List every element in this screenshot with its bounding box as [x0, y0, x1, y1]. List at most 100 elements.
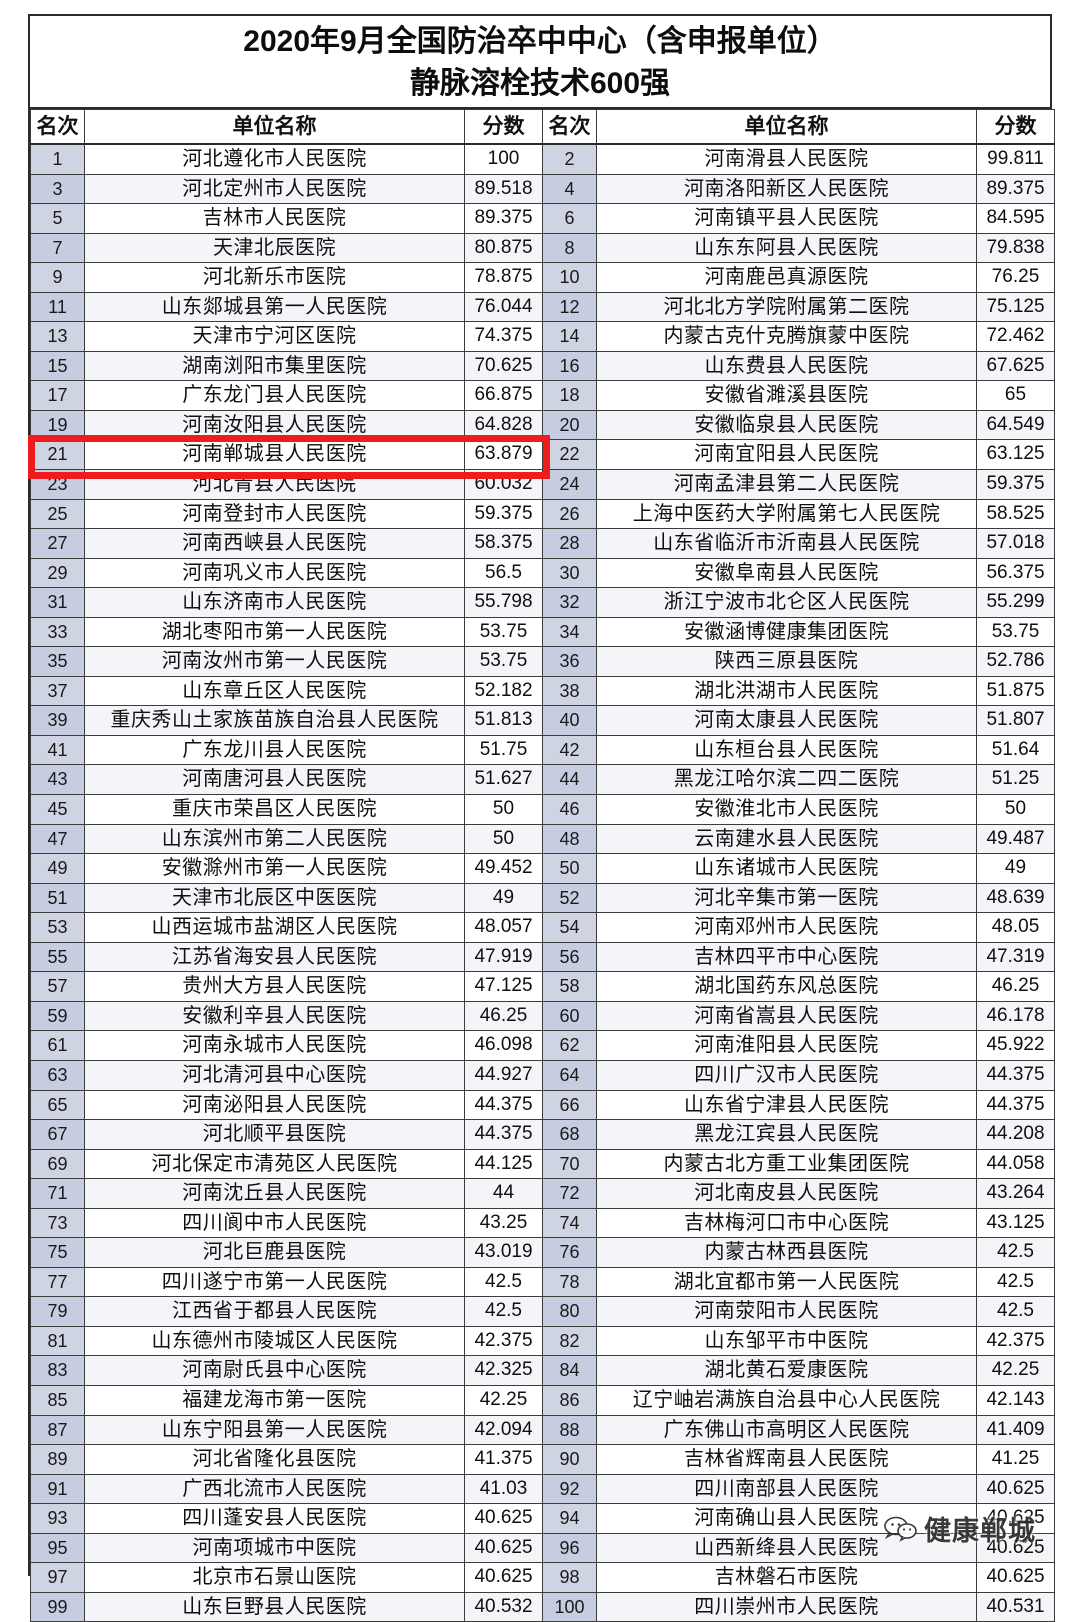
- row-score-right: 40.625: [976, 1562, 1055, 1593]
- row-rank-right: 96: [542, 1532, 597, 1564]
- table-row: 35 河南汝州市第一人民医院 53.75 36 陕西三原县医院 52.786: [30, 646, 1055, 677]
- row-score-right: 47.319: [976, 941, 1055, 973]
- row-name-right: 河南镇平县人民医院: [596, 203, 977, 234]
- row-name-right: 内蒙古林西县医院: [596, 1237, 977, 1268]
- row-rank-left: 47: [30, 823, 85, 855]
- row-name-left: 江苏省海安县人民医院: [84, 941, 465, 973]
- row-rank-left: 5: [30, 203, 85, 234]
- row-name-left: 河南唐河县人民医院: [84, 764, 465, 796]
- row-rank-left: 3: [30, 173, 85, 205]
- row-score-right: 49: [976, 853, 1055, 884]
- row-name-left: 河北清河县中心医院: [84, 1059, 465, 1091]
- row-rank-left: 9: [30, 262, 85, 293]
- row-rank-right: 88: [542, 1414, 597, 1446]
- row-score-left: 49.452: [464, 853, 543, 884]
- row-score-left: 70.625: [464, 350, 543, 382]
- row-rank-left: 1: [30, 143, 85, 175]
- row-score-right: 53.75: [976, 616, 1055, 648]
- title-line-2: 静脉溶栓技术600强: [409, 66, 671, 100]
- ranking-sheet: 2020年9月全国防治卒中中心（含申报单位） 静脉溶栓技术600强 名次 单位名…: [27, 14, 1055, 1622]
- row-name-right: 云南建水县人民医院: [596, 823, 977, 855]
- table-header: 名次 单位名称 分数 名次 单位名称 分数: [30, 109, 1055, 145]
- row-rank-left: 61: [30, 1030, 85, 1061]
- row-name-left: 湖南浏阳市集里医院: [84, 350, 465, 382]
- row-score-left: 53.75: [464, 616, 543, 648]
- row-rank-left: 89: [30, 1444, 85, 1475]
- row-score-left: 44.927: [464, 1059, 543, 1091]
- row-rank-left: 27: [30, 528, 85, 559]
- table-row: 23 河北青县人民医院 60.032 24 河南孟津县第二人民医院 59.375: [30, 469, 1055, 500]
- row-name-left: 河北遵化市人民医院: [84, 143, 465, 175]
- row-rank-left: 37: [30, 675, 85, 707]
- table-row: 49 安徽滁州市第一人民医院 49.452 50 山东诸城市人民医院 49: [30, 853, 1055, 884]
- row-score-left: 44: [464, 1178, 543, 1209]
- table-row: 89 河北省隆化县医院 41.375 90 吉林省辉南县人民医院 41.25: [30, 1444, 1055, 1475]
- row-name-right: 湖北国药东风总医院: [596, 971, 977, 1002]
- row-rank-right: 94: [542, 1503, 597, 1534]
- row-name-right: 安徽淮北市人民医院: [596, 794, 977, 825]
- table-row: 99 山东巨野县人民医院 40.532 100 四川崇州市人民医院 40.531: [30, 1591, 1055, 1622]
- row-name-left: 河北新乐市医院: [84, 262, 465, 293]
- table-row: 51 天津市北辰区中医医院 49 52 河北辛集市第一医院 48.639: [30, 882, 1055, 914]
- row-score-right: 43.125: [976, 1207, 1055, 1239]
- row-score-right: 99.811: [976, 143, 1055, 175]
- row-name-right: 河南荥阳市人民医院: [596, 1296, 977, 1327]
- row-name-left: 河北定州市人民医院: [84, 173, 465, 205]
- row-rank-right: 38: [542, 675, 597, 707]
- row-rank-left: 63: [30, 1059, 85, 1091]
- row-name-right: 河南邓州市人民医院: [596, 912, 977, 943]
- row-name-left: 山东郯城县第一人民医院: [84, 291, 465, 323]
- row-name-right: 河北北方学院附属第二医院: [596, 291, 977, 323]
- row-score-left: 60.032: [464, 469, 543, 500]
- row-name-left: 福建龙海市第一医院: [84, 1384, 465, 1416]
- table-row: 45 重庆市荣昌区人民医院 50 46 安徽淮北市人民医院 50: [30, 794, 1055, 825]
- row-rank-right: 16: [542, 350, 597, 382]
- row-name-right: 山西新绛县人民医院: [596, 1532, 977, 1564]
- row-name-right: 吉林梅河口市中心医院: [596, 1207, 977, 1239]
- row-rank-right: 70: [542, 1148, 597, 1180]
- row-rank-right: 8: [542, 232, 597, 264]
- col-header-rank-right: 名次: [542, 109, 597, 145]
- row-score-left: 41.03: [464, 1473, 543, 1505]
- row-score-left: 40.625: [464, 1532, 543, 1564]
- row-name-right: 山东省临沂市沂南县人民医院: [596, 528, 977, 559]
- row-rank-left: 91: [30, 1473, 85, 1505]
- row-score-left: 44.375: [464, 1089, 543, 1121]
- row-name-left: 贵州大方县人民医院: [84, 971, 465, 1002]
- row-score-left: 40.625: [464, 1562, 543, 1593]
- row-name-left: 山东巨野县人民医院: [84, 1591, 465, 1622]
- row-rank-left: 31: [30, 587, 85, 618]
- row-name-left: 河北省隆化县医院: [84, 1444, 465, 1475]
- table-row: 19 河南汝阳县人民医院 64.828 20 安徽临泉县人民医院 64.549: [30, 409, 1055, 441]
- row-name-right: 四川南部县人民医院: [596, 1473, 977, 1505]
- row-name-right: 浙江宁波市北仑区人民医院: [596, 587, 977, 618]
- row-name-right: 安徽涵博健康集团医院: [596, 616, 977, 648]
- row-name-left: 天津市宁河区医院: [84, 321, 465, 352]
- row-score-right: 50: [976, 794, 1055, 825]
- row-score-right: 67.625: [976, 350, 1055, 382]
- row-name-left: 河北巨鹿县医院: [84, 1237, 465, 1268]
- row-score-right: 57.018: [976, 528, 1055, 559]
- row-rank-right: 20: [542, 409, 597, 441]
- table-row: 77 四川遂宁市第一人民医院 42.5 78 湖北宜都市第一人民医院 42.5: [30, 1266, 1055, 1298]
- row-name-left: 河北顺平县医院: [84, 1119, 465, 1150]
- table-row: 11 山东郯城县第一人民医院 76.044 12 河北北方学院附属第二医院 75.125: [30, 291, 1055, 323]
- row-name-left: 江西省于都县人民医院: [84, 1296, 465, 1327]
- row-name-right: 河南确山县人民医院: [596, 1503, 977, 1534]
- table-row: 79 江西省于都县人民医院 42.5 80 河南荥阳市人民医院 42.5: [30, 1296, 1055, 1327]
- row-rank-right: 10: [542, 262, 597, 293]
- row-score-left: 59.375: [464, 498, 543, 530]
- col-header-score-right: 分数: [976, 109, 1055, 145]
- row-rank-left: 19: [30, 409, 85, 441]
- table-row: 97 北京市石景山医院 40.625 98 吉林磐石市医院 40.625: [30, 1562, 1055, 1593]
- row-rank-left: 15: [30, 350, 85, 382]
- row-rank-right: 78: [542, 1266, 597, 1298]
- row-score-left: 56.5: [464, 557, 543, 589]
- row-rank-left: 99: [30, 1591, 85, 1622]
- row-score-right: 76.25: [976, 262, 1055, 293]
- row-rank-right: 40: [542, 705, 597, 736]
- row-score-right: 63.125: [976, 439, 1055, 471]
- row-rank-left: 55: [30, 941, 85, 973]
- ranking-table: 名次 单位名称 分数 名次 单位名称 分数 1 河北遵化市人民医院 100 2 河南滑县…: [30, 109, 1055, 1622]
- table-row: 21 河南郸城县人民医院 63.879 22 河南宜阳县人民医院 63.125: [30, 439, 1055, 471]
